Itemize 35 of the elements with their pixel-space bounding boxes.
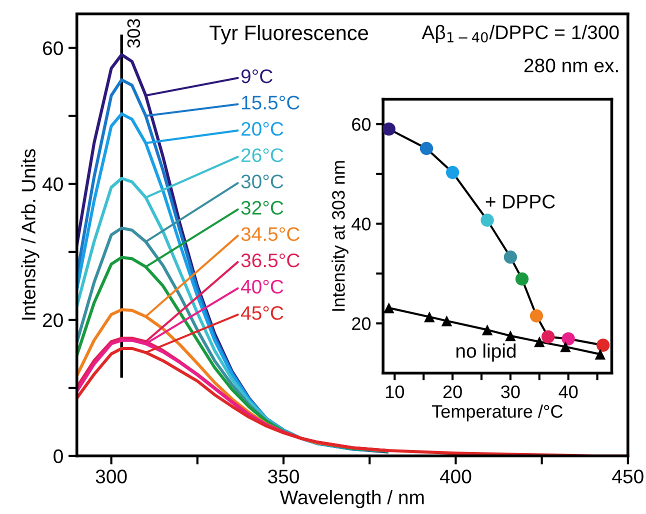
chart-title: Tyr Fluorescence xyxy=(210,24,368,44)
y-axis-title: Intensity / Arb. Units xyxy=(21,149,40,320)
y-tick-label: 40 xyxy=(352,218,371,230)
y-tick-label: 60 xyxy=(352,118,371,131)
text: 30°C xyxy=(241,174,284,188)
y-tick-label: 20 xyxy=(43,313,63,328)
x-tick-label: 300 xyxy=(96,470,127,484)
y-tick-label: 0 xyxy=(54,449,63,464)
legend-label: 9°C xyxy=(241,69,272,84)
x-tick-label: 30 xyxy=(501,385,520,398)
legend-label: 20°C xyxy=(242,122,284,136)
text: 40°C xyxy=(240,280,284,294)
x-tick-label: 400 xyxy=(440,470,472,484)
x-tick-label: 350 xyxy=(268,470,299,484)
y-axis-title: Intensity at 303 nm xyxy=(332,161,348,311)
legend-label: 15.5°C xyxy=(242,96,300,110)
x-tick-label: 20 xyxy=(443,385,462,398)
x-axis-title: Temperature /°C xyxy=(432,404,563,422)
text: 36.5°C xyxy=(241,254,300,268)
x-tick-label: 10 xyxy=(386,385,404,398)
y-tick-label: 60 xyxy=(43,41,63,56)
annotation: Aβ$_{1−40}$/DPPC = 1/300 xyxy=(422,24,619,44)
ref-line-label: 303 xyxy=(127,19,140,48)
series-label: no lipid xyxy=(456,344,516,362)
x-axis-title: Wavelength / nm xyxy=(280,490,424,508)
text: 26°C xyxy=(242,148,284,162)
text: 34.5°C xyxy=(241,227,300,241)
x-tick-label: 450 xyxy=(612,470,644,484)
text: 32°C xyxy=(241,200,284,215)
y-tick-label: 40 xyxy=(42,177,63,192)
y-tick-label: 20 xyxy=(352,317,371,330)
x-tick-label: 40 xyxy=(558,385,578,398)
annotation: 280 nm ex. xyxy=(524,58,618,72)
series-label: + DPPC xyxy=(486,194,555,209)
text: 45°C xyxy=(240,306,284,320)
